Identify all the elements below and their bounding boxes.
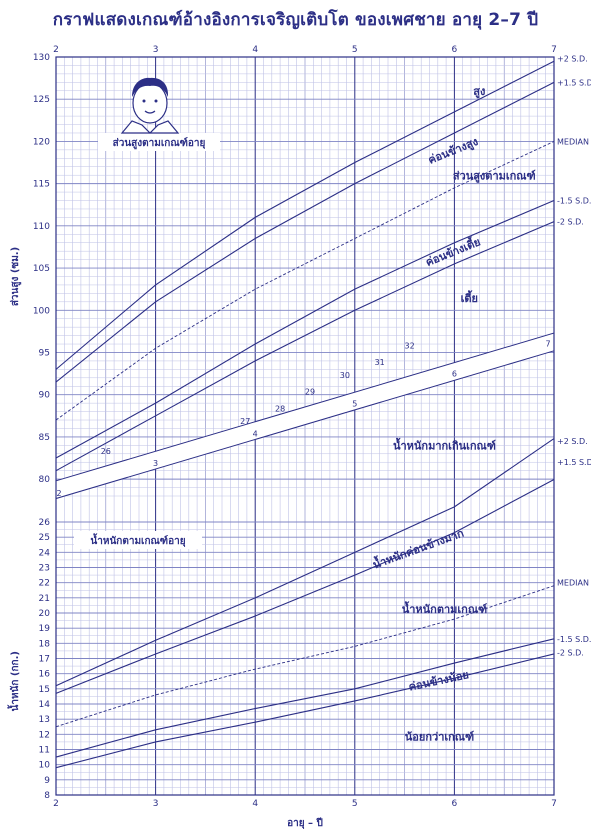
- bottom-x-tick-label: 4: [252, 799, 258, 809]
- band-age-label: 3: [153, 459, 158, 468]
- axes: 2 3 4 5 6 72 3 4 5 6 78085909510010511011512012513…: [7, 45, 557, 829]
- height-y-tick-label: 100: [33, 306, 50, 316]
- weight-zone-label: น้ำหนักมากเกินเกณฑ์: [393, 438, 496, 453]
- band-age-label: 4: [253, 429, 258, 438]
- band-age-label: 6: [452, 369, 457, 378]
- top-x-tick-label: 4: [252, 45, 258, 55]
- weight-y-tick-label: 19: [39, 624, 51, 634]
- height-curve-15sd: [55, 200, 555, 459]
- weight-y-tick-label: 17: [39, 655, 50, 665]
- bottom-x-tick-label: 7: [551, 799, 557, 809]
- bottom-x-tick-label: 6: [452, 799, 458, 809]
- weight-panel-title: น้ำหนักตามเกณฑ์อายุ: [90, 533, 185, 547]
- weight-curve-median: [55, 585, 555, 728]
- height-sd-label: +1.5 S.D.: [557, 78, 591, 87]
- weight-scale-label: 31: [375, 358, 385, 367]
- height-title-box: [98, 133, 220, 151]
- height-y-tick-label: 120: [33, 137, 50, 147]
- weight-y-tick-label: 15: [39, 685, 50, 695]
- height-y-tick-label: 95: [39, 348, 50, 358]
- height-zone-label: เตี้ย: [461, 290, 478, 305]
- height-axis-label: ส่วนสูง (ซม.): [9, 247, 22, 306]
- weight-y-tick-label: 22: [39, 579, 50, 589]
- weight-y-tick-label: 8: [44, 791, 50, 801]
- weight-zone-label: ค่อนข้างน้อย: [407, 668, 469, 693]
- panel-gap: [56, 496, 554, 522]
- weight-y-tick-label: 10: [39, 761, 51, 771]
- bottom-x-tick-label: 2: [53, 799, 59, 809]
- height-sd-label: -1.5 S.D.: [557, 197, 591, 206]
- bottom-x-tick-label: 3: [153, 799, 159, 809]
- height-curve-median: [55, 141, 555, 421]
- top-x-tick-label: 2: [53, 45, 59, 55]
- height-y-tick-label: 85: [39, 433, 50, 443]
- weight-sd-label: MEDIAN: [557, 579, 589, 588]
- height-y-tick-label: 110: [33, 222, 50, 232]
- weight-sd-label: -1.5 S.D.: [557, 635, 591, 644]
- weight-y-tick-label: 26: [39, 518, 51, 528]
- weight-scale-label: 27: [240, 417, 250, 426]
- weight-scale-label: 30: [340, 371, 350, 380]
- growth-curves: [55, 60, 555, 769]
- height-y-tick-label: 80: [39, 475, 51, 485]
- weight-scale-label: 28: [275, 405, 285, 414]
- top-x-tick-label: 5: [352, 45, 358, 55]
- weight-scale-label: 29: [305, 388, 315, 397]
- minor-grid: [56, 57, 554, 795]
- height-y-tick-label: 90: [39, 391, 51, 401]
- top-x-tick-label: 6: [452, 45, 458, 55]
- weight-scale-label: 26: [101, 447, 111, 456]
- height-sd-label: -2 S.D.: [557, 218, 584, 227]
- weight-curve-2sd: [55, 438, 555, 687]
- weight-y-tick-label: 21: [39, 594, 50, 604]
- height-y-tick-label: 130: [33, 53, 50, 63]
- weight-y-tick-label: 20: [39, 609, 51, 619]
- age-axis-label: อายุ – ปี: [287, 817, 323, 829]
- height-curve-2sd: [55, 60, 555, 370]
- weight-sd-label: +2 S.D.: [557, 437, 588, 446]
- height-y-tick-label: 115: [33, 180, 50, 190]
- weight-y-tick-label: 18: [39, 639, 51, 649]
- bottom-x-tick-label: 5: [352, 799, 358, 809]
- weight-title-box: [74, 531, 202, 549]
- weight-y-tick-label: 23: [39, 564, 50, 574]
- top-x-tick-label: 7: [551, 45, 557, 55]
- boy-portrait-icon: [120, 77, 180, 134]
- height-y-tick-label: 125: [33, 95, 50, 105]
- page-title: กราฟแสดงเกณฑ์อ้างอิงการเจริญเติบโต ของเพ…: [52, 10, 539, 30]
- weight-axis-label: น้ำหนัก (กก.): [7, 651, 21, 711]
- weight-zone-label: น้ำหนักตามเกณฑ์: [402, 601, 487, 616]
- weight-sd-label: -2 S.D.: [557, 648, 584, 657]
- weight-y-tick-label: 16: [39, 670, 51, 680]
- height-curve-2sd: [55, 221, 555, 472]
- weight-y-tick-label: 11: [39, 746, 50, 756]
- weight-scale-label: 32: [404, 341, 414, 350]
- height-panel-title: ส่วนสูงตามเกณฑ์อายุ: [113, 137, 206, 150]
- height-sd-label: +2 S.D.: [557, 55, 588, 64]
- band-age-label: 7: [545, 340, 550, 349]
- band-age-label: 2: [56, 489, 61, 498]
- height-zone-label: ค่อนข้างสูง: [426, 135, 480, 168]
- band-age-label: 5: [352, 399, 357, 408]
- weight-curve-2sd: [55, 653, 555, 769]
- weight-zone-label: น้ำหนักค่อนข้างมาก: [370, 525, 465, 572]
- height-sd-label: MEDIAN: [557, 137, 589, 146]
- weight-y-tick-label: 9: [44, 776, 50, 786]
- height-zone-label: สูง: [473, 85, 485, 99]
- height-zone-label: ส่วนสูงตามเกณฑ์: [453, 169, 536, 183]
- chart-frame: [55, 56, 555, 796]
- weight-y-tick-label: 12: [39, 730, 50, 740]
- height-curve-15sd: [55, 81, 555, 383]
- weight-y-tick-label: 14: [39, 700, 51, 710]
- weight-y-tick-label: 24: [39, 548, 51, 558]
- weight-curve-15sd: [55, 638, 555, 758]
- top-x-tick-label: 3: [153, 45, 159, 55]
- height-y-tick-label: 105: [33, 264, 50, 274]
- weight-y-tick-label: 13: [39, 715, 50, 725]
- weight-zone-label: น้อยกว่าเกณฑ์: [405, 730, 474, 743]
- weight-curve-15sd: [55, 479, 555, 694]
- weight-sd-label: +1.5 S.D.: [557, 458, 591, 467]
- weight-y-tick-label: 25: [39, 533, 50, 543]
